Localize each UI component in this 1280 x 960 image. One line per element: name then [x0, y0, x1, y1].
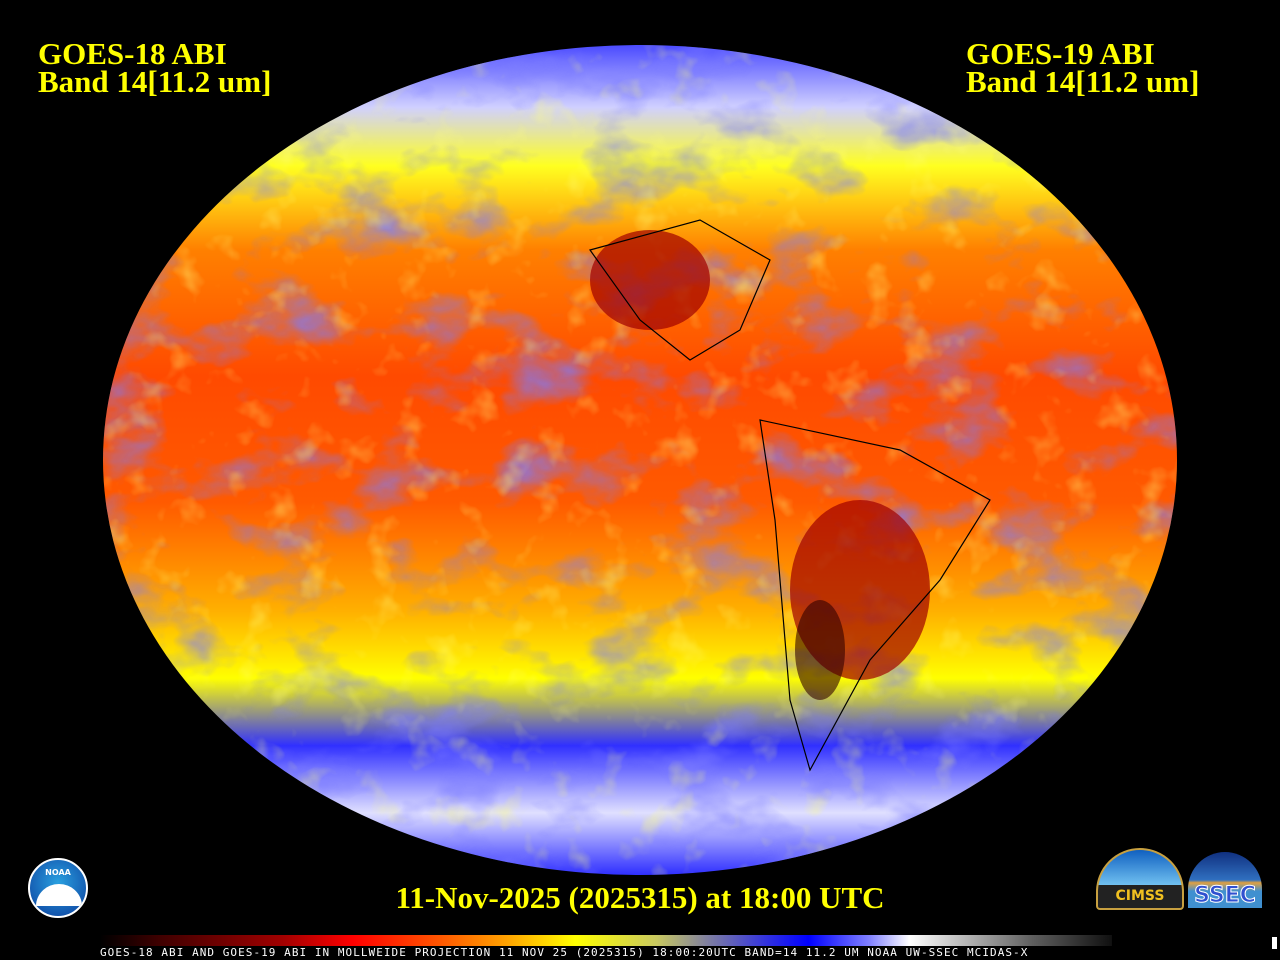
ssec-logo-text: SSEC	[1194, 883, 1257, 909]
left-band-label: Band 14[11.2 um]	[38, 64, 272, 99]
corner-marker	[1272, 937, 1277, 949]
left-satellite-label: GOES-18 ABI Band 14[11.2 um]	[38, 36, 272, 99]
ssec-logo: SSEC	[1188, 852, 1262, 909]
north-america-land-warm	[590, 230, 710, 330]
right-satellite-name: GOES-19 ABI	[966, 36, 1155, 71]
right-band-label: Band 14[11.2 um]	[966, 64, 1200, 99]
cimss-logo-text: CIMSS	[1115, 888, 1165, 904]
temperature-colorbar	[100, 935, 1112, 946]
coastline-north-america	[589, 219, 771, 361]
right-satellite-label: GOES-19 ABI Band 14[11.2 um]	[966, 36, 1200, 99]
date-time-label: 11-Nov-2025 (2025315) at 18:00 UTC	[395, 880, 885, 915]
left-satellite-name: GOES-18 ABI	[38, 36, 227, 71]
noaa-bird-icon	[36, 884, 82, 906]
coastline-south-america	[759, 419, 991, 772]
footer-info-text: GOES-18 ABI AND GOES-19 ABI IN MOLLWEIDE…	[100, 946, 1029, 959]
noaa-logo: NOAA	[28, 858, 88, 918]
cimss-logo: CIMSS	[1096, 848, 1184, 910]
noaa-logo-text: NOAA	[45, 868, 71, 877]
